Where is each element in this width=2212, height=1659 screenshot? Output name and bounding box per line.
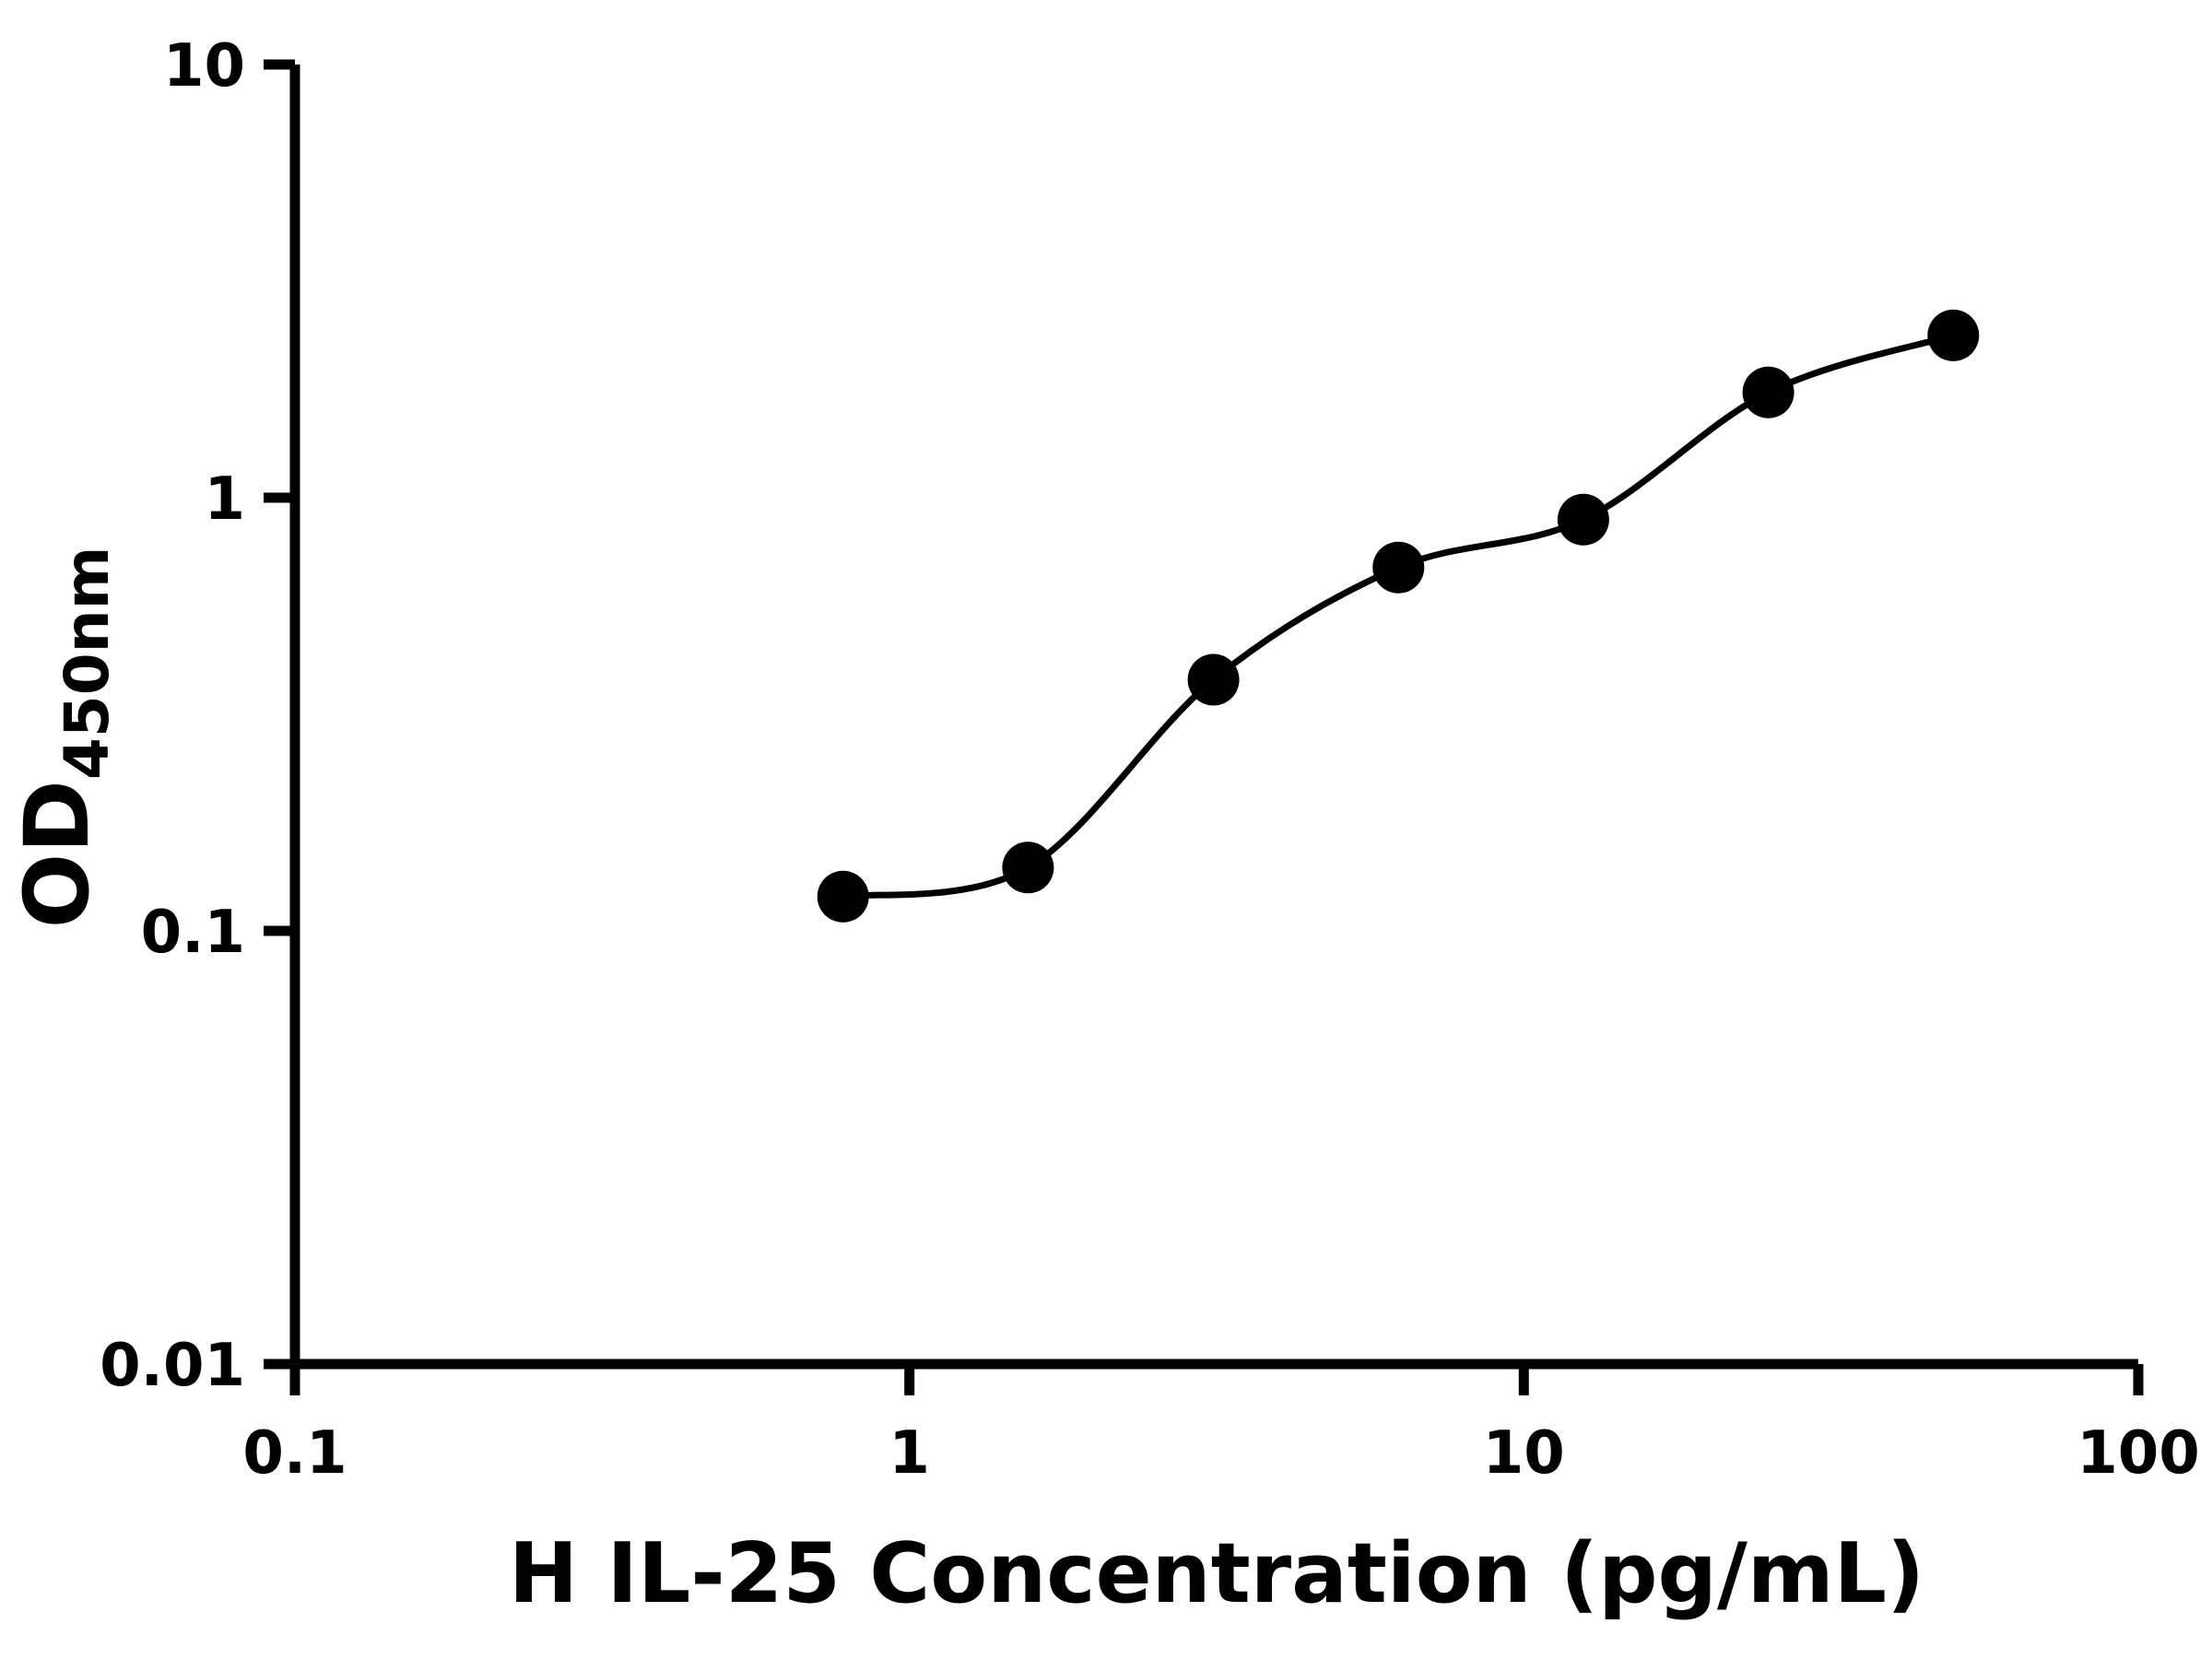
y-axis-title: OD450nm bbox=[6, 547, 123, 929]
y-axis-tick-label: 0.1 bbox=[141, 899, 245, 967]
x-axis-tick-label: 1 bbox=[888, 1419, 930, 1488]
data-point bbox=[1557, 493, 1609, 546]
data-point bbox=[1187, 653, 1240, 706]
y-axis-title-subscript: 450nm bbox=[52, 547, 123, 781]
y-axis-tick-label: 0.01 bbox=[100, 1332, 245, 1400]
data-point bbox=[1002, 841, 1054, 894]
data-point bbox=[817, 870, 869, 923]
y-axis-tick-label: 1 bbox=[204, 465, 245, 534]
x-axis-tick-label: 10 bbox=[1483, 1419, 1565, 1488]
y-axis-tick-label: 10 bbox=[163, 32, 245, 100]
x-axis-tick-label: 0.1 bbox=[242, 1419, 347, 1488]
axis-frame bbox=[289, 65, 2138, 1370]
y-axis-title-main: OD bbox=[6, 780, 109, 928]
data-point bbox=[1372, 541, 1425, 594]
data-point bbox=[1742, 366, 1794, 418]
plot-layer: 0.1 1 10 100 0.01 0.1 1 10 bbox=[100, 32, 2200, 1488]
x-axis-tick-label: 100 bbox=[2077, 1419, 2200, 1488]
x-axis-title: H IL-25 Concentration (pg/mL) bbox=[509, 1525, 1924, 1622]
fit-curve bbox=[842, 332, 1955, 900]
data-point bbox=[1927, 309, 1980, 361]
